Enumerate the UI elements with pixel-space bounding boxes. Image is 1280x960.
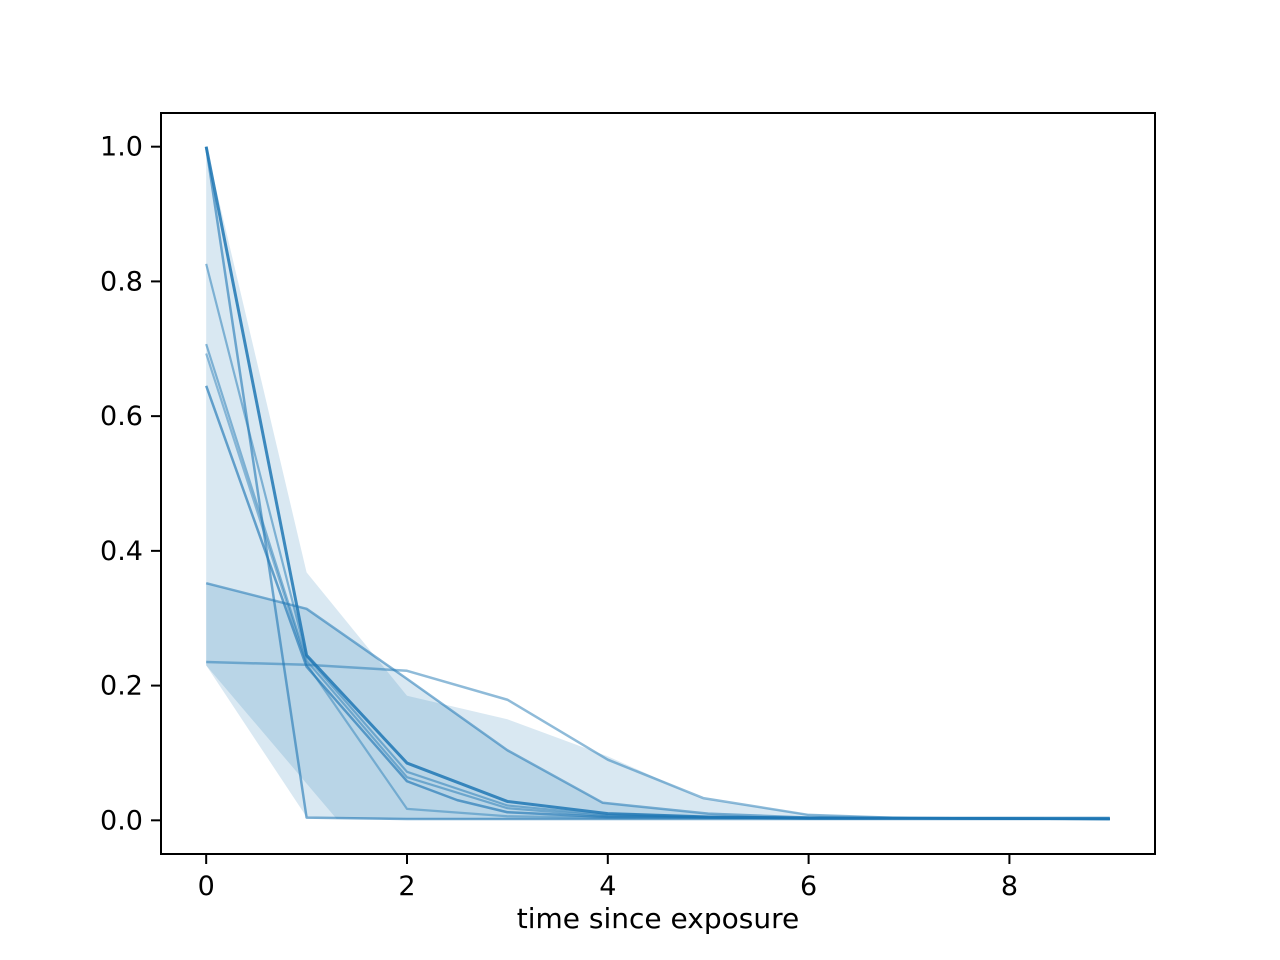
x-axis-label: time since exposure — [517, 902, 799, 935]
x-tick-label: 8 — [1001, 871, 1018, 902]
y-tick-label: 0.0 — [100, 805, 143, 836]
trajectory-064 — [205, 385, 1110, 821]
axes-layer — [160, 112, 1156, 855]
y-tick-label: 0.4 — [100, 536, 143, 567]
y-tick-label: 1.0 — [100, 132, 143, 163]
x-tick-label: 6 — [800, 871, 817, 902]
x-tick-label: 0 — [198, 871, 215, 902]
y-tick-label: 0.8 — [100, 266, 143, 297]
ticks-layer: 0 2 4 6 8 0.0 0.2 0.4 0.6 0.8 1.0 — [100, 132, 1018, 902]
y-tick-label: 0.6 — [100, 401, 143, 432]
x-tick-label: 4 — [599, 871, 616, 902]
trajectory-flat — [206, 660, 1110, 821]
y-tick-label: 0.2 — [100, 671, 143, 702]
x-tick-label: 2 — [398, 871, 415, 902]
inner-uncertainty-band — [206, 583, 1110, 820]
trajectory-steep — [204, 146, 1110, 821]
uncertainty-bands-layer — [206, 146, 1110, 820]
trajectory-slow — [205, 581, 1110, 821]
axes-frame — [160, 112, 1156, 855]
trajectory-lines-layer — [204, 146, 1110, 821]
